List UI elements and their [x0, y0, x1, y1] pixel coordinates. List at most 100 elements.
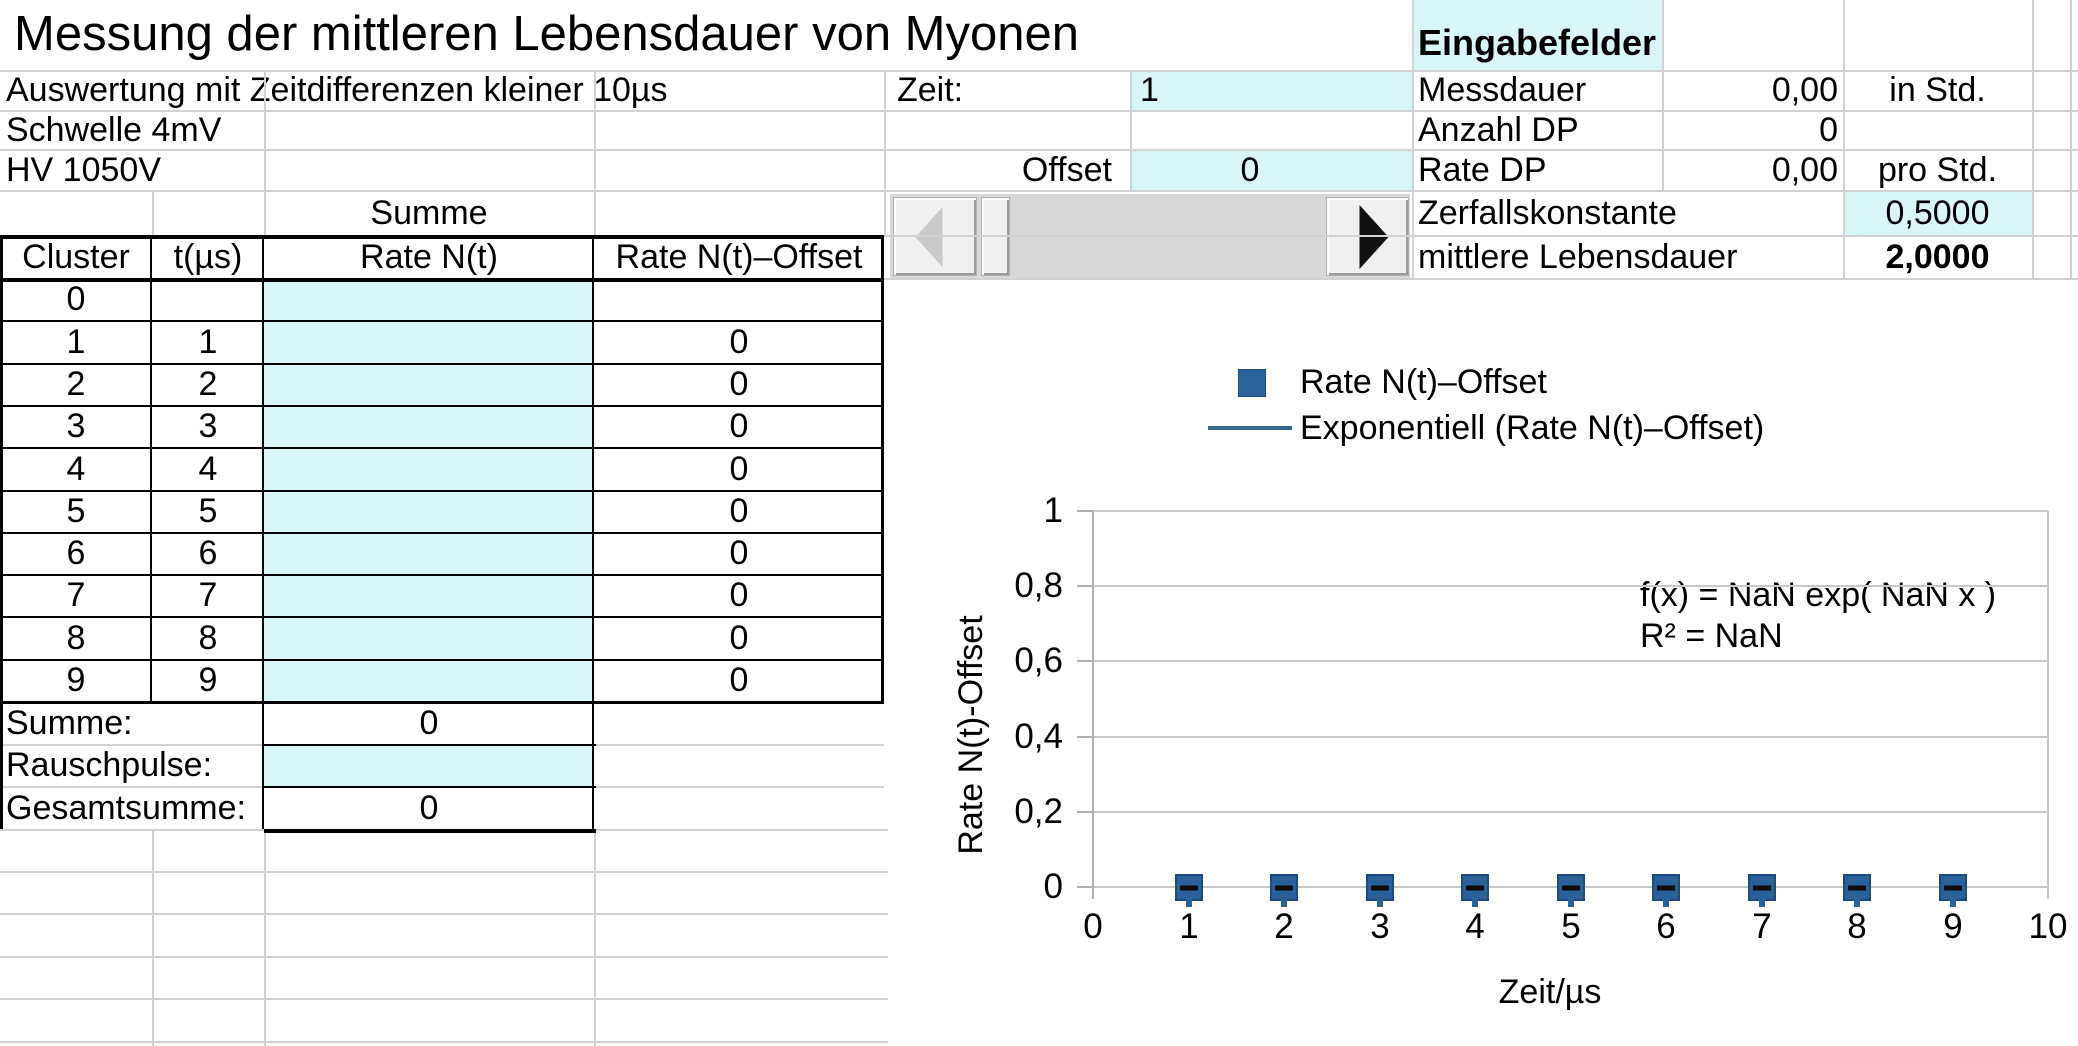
table-border [264, 786, 596, 788]
cell-t: 9 [198, 661, 218, 699]
y-tick-label: 0,6 [1014, 641, 1063, 680]
lebensdauer-label: mittlere Lebensdauer [1418, 237, 1738, 276]
table-border [0, 574, 884, 576]
summe-group-header: Summe [370, 193, 488, 232]
cell-cluster: 2 [66, 365, 86, 403]
cell-offset [594, 278, 884, 320]
cell-rate-input[interactable] [264, 532, 594, 574]
rauschpulse-value[interactable] [264, 744, 594, 786]
cell-rate-input[interactable] [264, 320, 594, 363]
summe-label: Summe: [6, 703, 133, 742]
gridline [0, 998, 888, 1000]
offset-label: Offset [1021, 150, 1112, 189]
messdauer-unit: in Std. [1889, 71, 1986, 109]
cell-offset: 0 [729, 322, 749, 361]
table-border [264, 744, 596, 746]
rate-input-column[interactable] [264, 278, 594, 701]
y-tick-label: 0,8 [1014, 566, 1063, 605]
cell-rate-input[interactable] [264, 616, 594, 659]
cell-t: 8 [198, 618, 218, 657]
rauschpulse-input-cell[interactable] [264, 745, 594, 786]
x-tick-label: 0 [1083, 907, 1103, 946]
gridline [1843, 0, 1845, 278]
table-border [150, 235, 152, 701]
x-tick-label: 5 [1561, 907, 1581, 946]
gridline [152, 829, 154, 1046]
data-point-marker [1557, 874, 1585, 907]
cell-offset: 0 [729, 407, 749, 445]
cell-rate-input[interactable] [264, 447, 594, 490]
gridline [884, 278, 2078, 280]
table-border [0, 320, 884, 322]
page-title: Messung der mittleren Lebensdauer von My… [14, 6, 1080, 61]
table-border [0, 616, 884, 618]
chart-gridline [1093, 585, 2048, 587]
zeit-value[interactable]: 1 [1140, 71, 1159, 109]
rate-dp-label: Rate DP [1418, 150, 1547, 189]
col-header-t: t(µs) [173, 237, 243, 276]
cell-t: 5 [198, 492, 218, 530]
legend-line-icon [1208, 426, 1292, 430]
x-tick-label: 2 [1274, 907, 1294, 946]
data-point-marker [1461, 874, 1489, 907]
cell-t: 4 [198, 449, 218, 488]
cell-offset: 0 [729, 449, 749, 488]
cell-offset: 0 [729, 534, 749, 572]
cell-rate-input[interactable] [264, 278, 594, 320]
cell-cluster: 4 [66, 449, 86, 488]
cell-rate-input[interactable] [264, 405, 594, 447]
chart-gridline [1093, 660, 2048, 662]
cell-offset: 0 [729, 365, 749, 403]
gridline [0, 956, 888, 958]
zerfallskonstante-input-cell[interactable] [1843, 191, 2032, 235]
x-tick-label: 6 [1656, 907, 1676, 946]
gridline [0, 913, 888, 915]
gridline [0, 1041, 888, 1043]
cell-rate-input[interactable] [264, 659, 594, 701]
cell-t [152, 278, 264, 320]
offset-input-cell[interactable] [1130, 150, 1412, 190]
data-point-marker [1939, 874, 1967, 907]
param-auswertung: Auswertung mit Zeitdifferenzen kleiner 1… [6, 71, 668, 109]
trendline-equation: f(x) = NaN exp( NaN x ) [1640, 576, 1997, 614]
gesamtsumme-value: 0 [419, 788, 439, 827]
gridline [0, 190, 2078, 192]
cell-cluster: 7 [66, 576, 86, 614]
lebensdauer-value: 2,0000 [1885, 237, 1990, 276]
y-tick [1077, 660, 1093, 662]
x-tick-label: 10 [2028, 907, 2068, 946]
zerfallskonstante-value[interactable]: 0,5000 [1885, 193, 1990, 232]
x-tick-label: 1 [1179, 907, 1199, 946]
cell-cluster: 8 [66, 618, 86, 657]
table-border [0, 447, 884, 449]
zeit-input-cell[interactable] [1130, 71, 1412, 110]
gridline [594, 829, 888, 831]
col-header-rate: Rate N(t) [360, 237, 498, 276]
gridline [0, 110, 2078, 112]
rate-dp-unit: pro Std. [1877, 150, 1998, 189]
offset-value[interactable]: 0 [1240, 150, 1260, 189]
cell-rate-input[interactable] [264, 363, 594, 405]
chart-gridline [1093, 736, 2048, 738]
summe-value: 0 [419, 703, 439, 742]
x-tick-label: 4 [1465, 907, 1485, 946]
gridline [1662, 0, 1664, 190]
y-tick-label: 0,4 [1014, 717, 1063, 756]
zerfallskonstante-label: Zerfallskonstante [1418, 193, 1677, 232]
y-tick [1077, 811, 1093, 813]
eingabefelder-header: Eingabefelder [1418, 22, 1657, 63]
cell-t: 6 [198, 534, 218, 572]
param-schwelle: Schwelle 4mV [6, 110, 222, 149]
data-point-marker [1652, 874, 1680, 907]
gridline [594, 744, 884, 746]
table-border [881, 235, 884, 703]
y-tick [1077, 510, 1093, 512]
y-tick-label: 0,2 [1014, 792, 1063, 831]
y-tick [1077, 736, 1093, 738]
cell-rate-input[interactable] [264, 574, 594, 616]
table-border [0, 363, 884, 365]
data-point-marker [1270, 874, 1298, 907]
x-tick-label: 9 [1943, 907, 1963, 946]
cell-rate-input[interactable] [264, 490, 594, 532]
